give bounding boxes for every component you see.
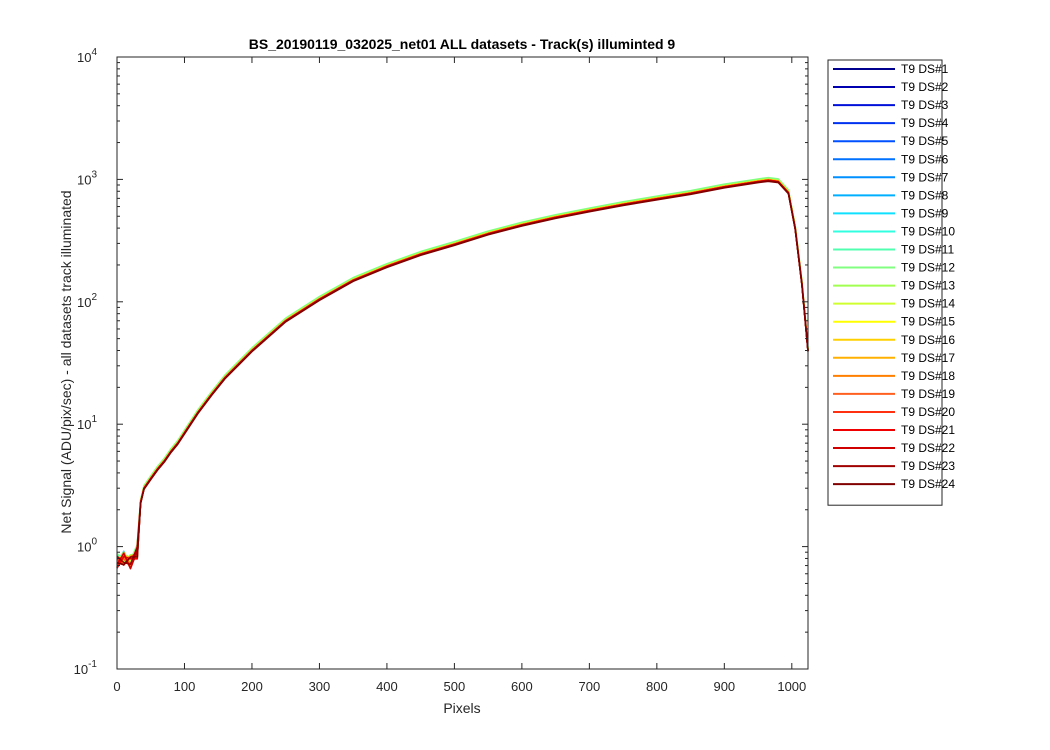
x-tick-label: 0 xyxy=(113,679,120,694)
y-tick-exponent: 0 xyxy=(91,537,97,548)
legend-entry-label: T9 DS#11 xyxy=(901,243,954,257)
legend-entry-label: T9 DS#18 xyxy=(901,369,955,383)
y-tick-base: 10 xyxy=(74,662,88,677)
legend-entry-label: T9 DS#8 xyxy=(901,188,949,202)
y-tick-base: 10 xyxy=(77,172,91,187)
y-tick-label: 10-1 xyxy=(74,659,98,677)
x-tick-label: 500 xyxy=(444,679,466,694)
y-tick-base: 10 xyxy=(77,417,91,432)
legend-entry-label: T9 DS#15 xyxy=(901,315,955,329)
y-tick-label: 103 xyxy=(77,169,97,187)
legend-entry-label: T9 DS#23 xyxy=(901,459,955,473)
legend-entry-label: T9 DS#22 xyxy=(901,441,955,455)
y-tick-label: 100 xyxy=(77,537,97,555)
y-tick-label: 102 xyxy=(77,292,97,310)
y-tick-label: 101 xyxy=(77,414,97,432)
y-tick-exponent: 4 xyxy=(91,47,97,58)
legend-entry-label: T9 DS#9 xyxy=(901,206,949,220)
x-tick-label: 1000 xyxy=(777,679,806,694)
series-line-24 xyxy=(116,180,809,566)
legend-entry-label: T9 DS#6 xyxy=(901,152,949,166)
chart-title: BS_20190119_032025_net01 ALL datasets - … xyxy=(249,36,676,52)
plot-frame xyxy=(116,56,809,670)
legend-entry-label: T9 DS#21 xyxy=(901,423,955,437)
x-tick-label: 600 xyxy=(511,679,533,694)
x-tick-label: 300 xyxy=(309,679,331,694)
x-tick-label: 100 xyxy=(174,679,196,694)
legend-entry-label: T9 DS#5 xyxy=(901,134,949,148)
x-tick-label: 200 xyxy=(241,679,263,694)
legend-entry-label: T9 DS#17 xyxy=(901,351,955,365)
y-tick-exponent: 1 xyxy=(91,414,97,425)
x-tick-label: 800 xyxy=(646,679,668,694)
y-tick-label: 104 xyxy=(77,47,97,65)
legend-entry-label: T9 DS#16 xyxy=(901,333,955,347)
legend-entry-label: T9 DS#10 xyxy=(901,224,955,238)
legend-entry-label: T9 DS#12 xyxy=(901,261,955,275)
x-axis: 0 100 200 300 400 500 600 700 800 900 1000 xyxy=(113,57,806,694)
x-tick-label: 400 xyxy=(376,679,398,694)
legend-entry-label: T9 DS#14 xyxy=(901,297,955,311)
x-tick-label: 900 xyxy=(713,679,735,694)
plot-area xyxy=(117,57,808,669)
legend-entry-label: T9 DS#13 xyxy=(901,279,955,293)
legend-entry-label: T9 DS#19 xyxy=(901,387,955,401)
legend-entry-label: T9 DS#20 xyxy=(901,405,955,419)
x-axis-label: Pixels xyxy=(443,700,480,716)
y-tick-base: 10 xyxy=(77,540,91,555)
legend: T9 DS#1 T9 DS#2 T9 DS#3 T9 DS#4 T9 DS#5 T9 DS… xyxy=(827,59,955,506)
series-layer xyxy=(116,176,809,570)
legend-entry-label: T9 DS#7 xyxy=(901,170,949,184)
legend-entry-label: T9 DS#3 xyxy=(901,98,949,112)
y-tick-base: 10 xyxy=(77,50,91,65)
legend-entry-label: T9 DS#2 xyxy=(901,80,949,94)
series-line-12 xyxy=(116,176,809,561)
y-tick-base: 10 xyxy=(77,295,91,310)
legend-entry-label: T9 DS#4 xyxy=(901,116,949,130)
y-tick-exponent: 3 xyxy=(91,169,97,180)
legend-entry-label: T9 DS#24 xyxy=(901,477,955,491)
y-tick-exponent: 2 xyxy=(91,292,97,303)
y-axis-label: Net Signal (ADU/pix/sec) - all datasets … xyxy=(58,190,74,533)
x-tick-label: 700 xyxy=(579,679,601,694)
y-tick-exponent: -1 xyxy=(88,659,97,670)
legend-entry-label: T9 DS#1 xyxy=(901,62,949,76)
